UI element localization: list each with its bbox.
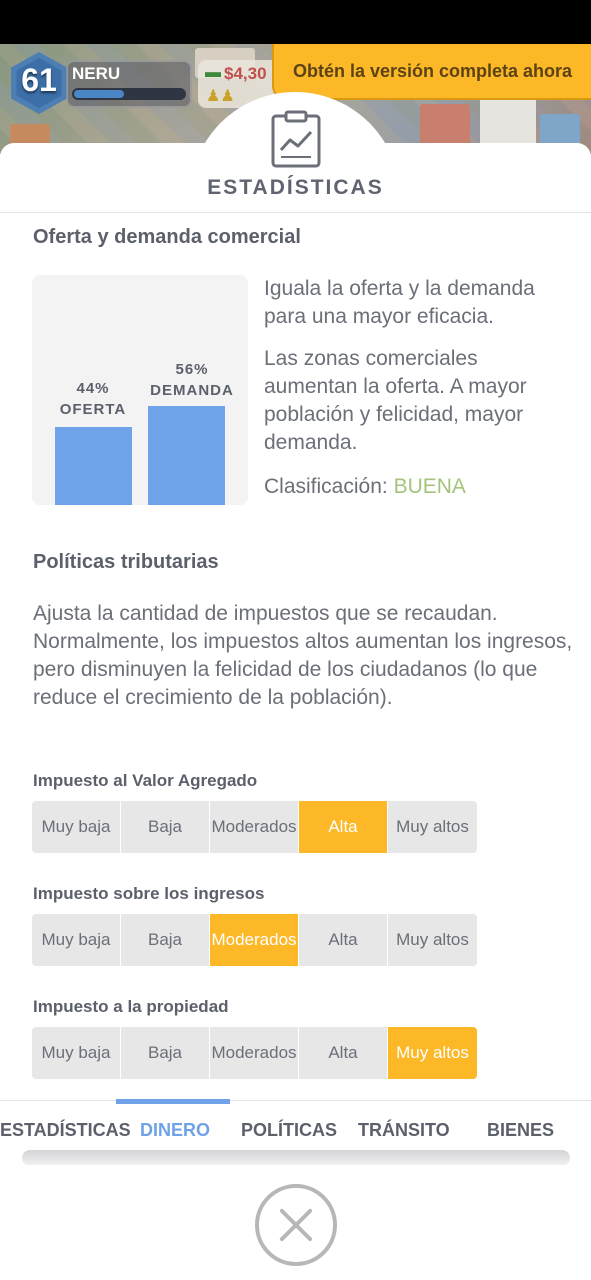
taxes-heading: Políticas tributarias: [33, 551, 219, 573]
xp-progress-fill: [74, 90, 124, 98]
property-option-moderate[interactable]: Moderados: [210, 1027, 299, 1079]
vat-option-moderate[interactable]: Moderados: [210, 801, 299, 853]
taxes-desc: Ajusta la cantidad de impuestos que se r…: [33, 602, 573, 709]
property-tax-label: Impuesto a la propiedad: [33, 997, 229, 1016]
tab-bienes[interactable]: BIENES: [487, 1120, 555, 1140]
supply-demand-chart: 44% OFERTA 56% DEMANDA: [32, 275, 248, 505]
player-info-box[interactable]: [66, 60, 192, 108]
property-option-low[interactable]: Baja: [121, 1027, 210, 1079]
supply-bar: [55, 427, 132, 505]
money-icon: ▬: [205, 64, 221, 81]
property-tax-selector[interactable]: Muy baja Baja Moderados Alta Muy altos: [32, 1027, 477, 1079]
tabs-divider: [0, 1100, 591, 1101]
status-bar: [0, 0, 591, 44]
income-option-very-high[interactable]: Muy altos: [388, 914, 477, 966]
panel-shadow: [22, 1150, 570, 1166]
property-option-very-high[interactable]: Muy altos: [388, 1027, 477, 1079]
title-divider: [0, 212, 591, 213]
rating-value: BUENA: [393, 475, 466, 498]
income-tax-selector[interactable]: Muy baja Baja Moderados Alta Muy altos: [32, 914, 477, 966]
demand-label: DEMANDA: [150, 382, 234, 399]
tab-politicas[interactable]: POLÍTICAS: [241, 1120, 338, 1140]
supply-label: OFERTA: [59, 401, 127, 418]
demand-label-block: 56% DEMANDA: [144, 359, 240, 401]
vat-option-very-low[interactable]: Muy baja: [32, 801, 121, 853]
vat-tax-label: Impuesto al Valor Agregado: [33, 771, 258, 790]
demand-percent: 56%: [175, 361, 209, 378]
demand-bar: [148, 406, 225, 505]
tab-transito[interactable]: TRÁNSITO: [358, 1120, 450, 1140]
full-version-label: Obtén la versión completa ahora: [292, 60, 573, 81]
income-option-high[interactable]: Alta: [299, 914, 388, 966]
commerce-desc-1: Iguala la oferta y la demanda para una m…: [264, 277, 535, 328]
income-option-moderate[interactable]: Moderados: [210, 914, 299, 966]
income-option-very-low[interactable]: Muy baja: [32, 914, 121, 966]
money-amount: $4,30: [224, 64, 267, 83]
population-icon: ♟♟: [206, 88, 235, 105]
income-tax-label: Impuesto sobre los ingresos: [33, 884, 265, 903]
supply-percent: 44%: [76, 380, 110, 397]
supply-label-block: 44% OFERTA: [50, 378, 136, 420]
level-number: 61: [21, 62, 57, 98]
close-button[interactable]: [255, 1184, 337, 1266]
tab-dinero[interactable]: DINERO: [140, 1120, 211, 1140]
rating-label: Clasificación:: [264, 475, 388, 498]
vat-option-high[interactable]: Alta: [299, 801, 388, 853]
vat-option-very-high[interactable]: Muy altos: [388, 801, 477, 853]
clipboard-chart-icon: [271, 110, 321, 168]
property-option-high[interactable]: Alta: [299, 1027, 388, 1079]
commerce-heading: Oferta y demanda comercial: [33, 226, 301, 248]
vat-option-low[interactable]: Baja: [121, 801, 210, 853]
full-version-button[interactable]: Obtén la versión completa ahora: [272, 44, 591, 100]
vat-tax-selector[interactable]: Muy baja Baja Moderados Alta Muy altos: [32, 801, 477, 853]
income-option-low[interactable]: Baja: [121, 914, 210, 966]
player-name: NERU: [72, 64, 121, 83]
active-tab-indicator: [116, 1099, 230, 1104]
property-option-very-low[interactable]: Muy baja: [32, 1027, 121, 1079]
commerce-desc-2: Las zonas comerciales aumentan la oferta…: [264, 347, 527, 454]
commerce-rating: Clasificación: BUENA: [264, 473, 574, 501]
panel-title: ESTADÍSTICAS: [207, 176, 384, 199]
tab-estadisticas[interactable]: ESTADÍSTICAS: [0, 1120, 131, 1140]
